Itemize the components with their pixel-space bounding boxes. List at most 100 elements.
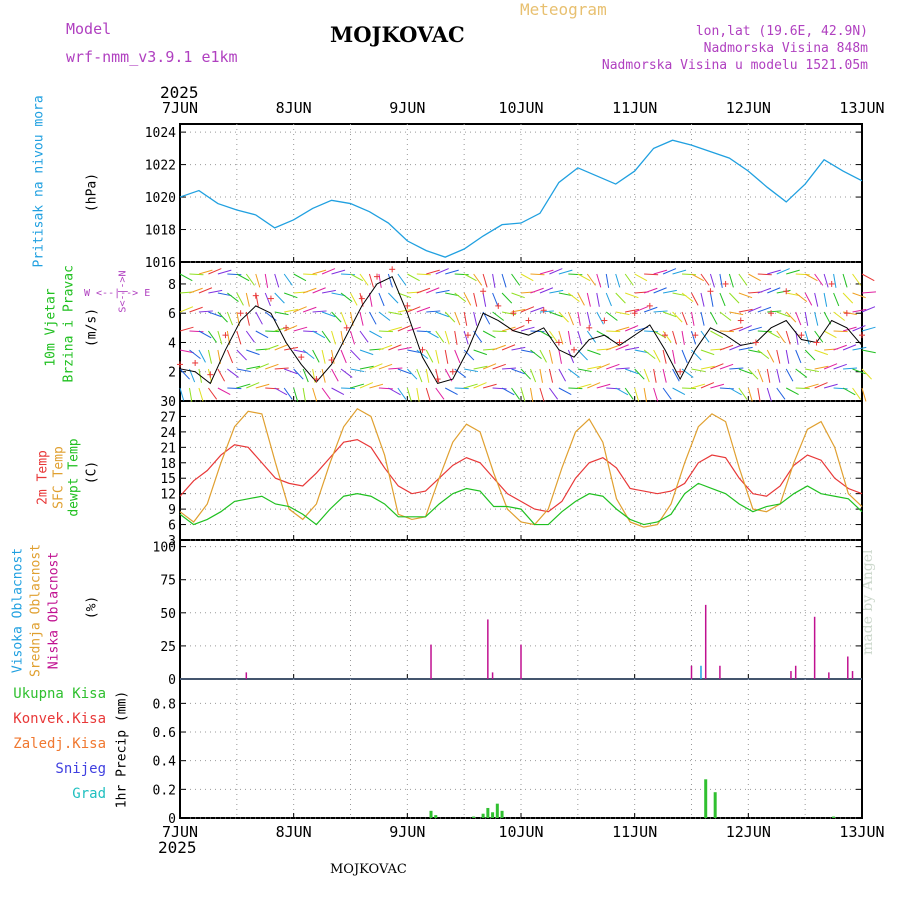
station-title: MOJKOVAC [330,22,465,47]
wind-barb [321,268,336,275]
wind-barb [662,289,677,294]
wind-barb [350,273,364,282]
wind-barb [388,326,402,332]
wind-barb [321,387,331,400]
wind-barb [672,387,686,396]
wind-barb [435,311,450,318]
wind-barb [643,368,650,383]
x-tick-label-top: 12JUN [726,99,771,117]
wind-barb [586,311,591,326]
wind-barb [368,292,373,307]
wind-barb [719,344,734,351]
wind-barb [302,306,317,313]
wind-barb [464,368,479,373]
year-label-bottom: 2025 [158,838,197,857]
wind-barb [426,330,439,339]
wind-barb [624,325,639,332]
wind-barb [246,365,261,370]
wind-barb [776,368,781,383]
wind-barb [492,363,506,370]
wind-barb [795,387,810,390]
wind-barb [738,325,752,332]
wind-barb [198,269,213,275]
wind-barb [265,330,280,333]
wind-barb [464,383,478,389]
wind-barb [785,349,790,364]
wind-barb [529,387,534,402]
wind-barb [426,310,441,313]
wind-barb [312,349,320,363]
wind-barb [321,330,331,343]
wind-barb [644,330,659,333]
y-tick-label: 9 [168,503,176,518]
wind-barb [586,330,596,343]
wind-barb [577,273,591,282]
wind-barb [548,349,553,364]
wind-barb [227,273,242,276]
wind-barb [804,273,818,282]
legend-precip-grad: Grad [72,786,106,802]
wind-barb [407,273,420,282]
wind-barb [359,273,369,286]
wind-barb [302,368,309,383]
wind-barb [255,363,269,370]
wind-barb [387,273,393,288]
wind-barb [596,273,602,288]
wind-barb [416,287,431,294]
wind-barb [587,349,601,356]
y-tick-label: 24 [160,426,176,441]
wind-barb [454,349,461,364]
wind-barb [814,365,829,370]
wind-barb [416,349,429,360]
wind-barb [719,387,734,390]
wind-barb [539,287,554,294]
wind-barb [842,326,857,332]
wind-barb [189,349,201,360]
wind-barb [473,382,487,389]
wind-barb [767,269,781,275]
pressure-line [179,139,863,258]
wind-barb [852,325,866,332]
wind-barb [852,308,867,313]
wind-barb [530,306,544,313]
wind-barb [615,273,621,288]
wind-barb [785,368,794,382]
wind-barb [852,387,861,400]
wind-barb [350,330,356,345]
wind-barb [833,363,847,370]
wind-barb [606,330,621,333]
wind-barb [369,330,383,339]
wind-barb [388,367,403,370]
wind-barb [274,273,280,288]
wind-barb [255,311,263,325]
wind-barb [672,330,678,345]
wind-barb [407,306,421,313]
wind-barb [435,368,440,383]
wind-barb [530,287,544,294]
wind-barb [416,387,420,402]
y-tick-label: 18 [160,457,176,472]
wind-barb [378,330,393,333]
wind-barb [198,287,213,294]
wind-barb [719,273,723,288]
wind-barb [767,330,780,339]
y-tick-label: 3 [168,534,176,549]
wind-barb [625,368,639,375]
precip-bar [429,810,433,818]
wind-barb [653,330,667,339]
wind-barb [501,326,516,332]
wind-barb [435,349,440,364]
meteogram-heading: Meteogram [520,0,607,19]
wind-barb [852,273,862,286]
wind-barb [492,330,507,333]
wind-barb [369,383,384,389]
wind-barb [463,311,468,326]
wind-barb [407,349,422,354]
wind-barb [501,273,507,288]
wind-barb [179,368,190,380]
wind-barb [757,273,772,276]
wind-barb [558,269,573,275]
wind-barb [710,363,724,370]
wind-barb [814,311,819,326]
wind-barb [615,387,629,396]
